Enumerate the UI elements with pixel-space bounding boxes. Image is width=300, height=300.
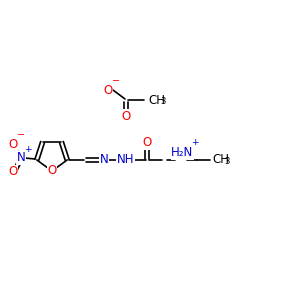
Text: NH: NH	[116, 153, 134, 167]
Text: N: N	[16, 152, 25, 164]
Text: 3: 3	[160, 98, 165, 106]
Text: O: O	[8, 138, 17, 152]
Text: CH: CH	[212, 153, 229, 167]
Text: 3: 3	[224, 158, 230, 166]
Text: H₂N: H₂N	[171, 146, 193, 159]
Text: O: O	[103, 83, 112, 97]
Text: N: N	[100, 153, 109, 167]
Text: −: −	[112, 76, 120, 86]
Text: +: +	[24, 145, 31, 154]
Text: O: O	[47, 164, 57, 178]
Text: +: +	[191, 138, 199, 147]
Text: O: O	[142, 136, 152, 149]
Text: O: O	[122, 110, 130, 122]
Text: O: O	[8, 165, 17, 178]
Text: −: −	[17, 130, 25, 140]
Text: CH: CH	[148, 94, 165, 106]
